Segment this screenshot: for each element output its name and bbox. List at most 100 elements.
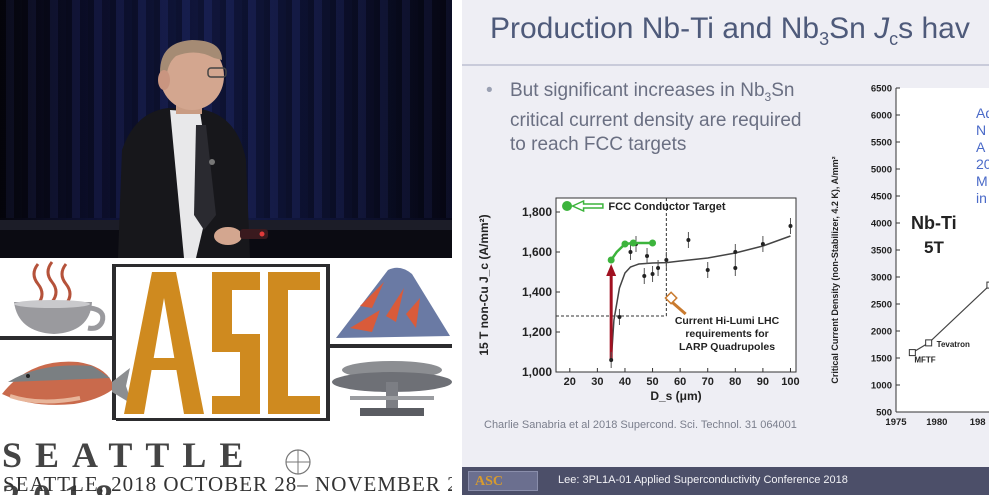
history-point xyxy=(908,349,916,357)
plot-area xyxy=(896,88,989,412)
x-tick-label: 90 xyxy=(757,376,769,388)
history-point xyxy=(986,281,989,289)
citation: Charlie Sanabria et al 2018 Supercond. S… xyxy=(484,419,797,431)
x-tick-label: 20 xyxy=(564,376,576,388)
annotation-fragment: M xyxy=(976,173,988,189)
annotation-fragment: N xyxy=(976,122,986,138)
x-tick-label: 198 xyxy=(970,417,986,428)
y-tick-label: 6500 xyxy=(871,84,892,95)
dates-text: SEATTLE, 2018 OCTOBER 28– NOVEMBER 2 xyxy=(3,472,452,495)
x-tick-label: 100 xyxy=(781,376,799,388)
fcc-target-point xyxy=(649,239,657,247)
presentation-slide: Production Nb-Ti and Nb3Sn Jcs hav • But… xyxy=(462,0,989,495)
y-tick-label: 1,200 xyxy=(522,325,552,339)
hilumi-arrowhead xyxy=(664,291,678,305)
bullet-point: • But significant increases in Nb3Sn cri… xyxy=(486,80,802,155)
improvement-arrowhead xyxy=(606,264,617,276)
speaker-figure xyxy=(118,40,268,258)
year-text: 2018 xyxy=(2,477,126,495)
y-tick-label: 2500 xyxy=(871,300,892,311)
fcc-arrow xyxy=(570,199,604,213)
data-point xyxy=(645,254,650,258)
data-point xyxy=(617,315,622,319)
annotation-fragment: 20 xyxy=(976,156,989,172)
y-tick-label: 5500 xyxy=(871,138,892,149)
data-point xyxy=(609,358,614,362)
annotation-fragment: A xyxy=(976,139,986,155)
asc-wordmark xyxy=(124,272,320,414)
slide-footer: ASC Lee: 3PL1A-01 Applied Superconductiv… xyxy=(462,467,989,495)
x-tick-label: 40 xyxy=(619,376,631,388)
y-tick-label: 4000 xyxy=(871,219,892,230)
x-tick-label: 1975 xyxy=(885,417,907,428)
bullet-dot: • xyxy=(486,80,493,101)
frame-bar xyxy=(116,264,330,267)
title-divider xyxy=(462,64,989,66)
mftf-label: MFTF xyxy=(914,356,935,365)
data-point xyxy=(788,224,793,228)
data-point xyxy=(733,266,738,270)
x-tick-label: 60 xyxy=(674,376,686,388)
footer-logo: ASC xyxy=(468,471,538,491)
frame-bar xyxy=(326,264,330,420)
y-tick-label: 3500 xyxy=(871,246,892,257)
y-tick-label: 1500 xyxy=(871,354,892,365)
footer-text: Lee: 3PL1A-01 Applied Superconductivity … xyxy=(558,474,848,486)
y-axis-label: 15 T non-Cu J_c (A/mm²) xyxy=(477,214,491,355)
x-tick-label: 1980 xyxy=(926,417,947,428)
tevatron-label: Tevatron xyxy=(937,340,970,349)
y-tick-label: 1000 xyxy=(871,381,892,392)
data-point xyxy=(686,238,691,242)
slide-title: Production Nb-Ti and Nb3Sn Jcs hav xyxy=(490,12,970,49)
field-label: 5T xyxy=(924,238,944,257)
mountain-icon xyxy=(336,267,450,338)
data-point xyxy=(705,268,710,272)
annotation-fragment: in xyxy=(976,190,987,206)
seattle-text: SEATTLE xyxy=(2,435,257,475)
y-tick-label: 500 xyxy=(876,408,892,419)
globe-icon xyxy=(278,444,322,475)
frame-bar xyxy=(0,336,116,340)
y-tick-label: 4500 xyxy=(871,192,892,203)
y-tick-label: 3000 xyxy=(871,273,892,284)
data-point xyxy=(664,258,669,262)
salmon-icon xyxy=(2,361,132,405)
y-tick-label: 1,800 xyxy=(522,205,552,219)
x-tick-label: 30 xyxy=(591,376,603,388)
fcc-target-point xyxy=(629,239,637,247)
plot-area xyxy=(555,197,797,373)
y-tick-label: 2000 xyxy=(871,327,892,338)
conference-logo: SEATTLE 2018 SEATTLE, 2018 OCTOBER 28– N… xyxy=(0,258,452,495)
annotation-fragment: Ad xyxy=(976,105,989,121)
data-point xyxy=(733,250,738,254)
hilumi-annotation: Current Hi-Lumi LHC requirements for LARP … xyxy=(675,315,780,353)
jc-vs-ds-chart: 20 30 40 50 60 70 80 90 100 1,000 1,200 1,400 1,600 1… xyxy=(477,197,800,403)
data-point xyxy=(760,242,765,246)
fcc-target-point xyxy=(621,240,629,248)
coffee-cup-icon xyxy=(14,261,106,334)
frame-bar xyxy=(112,264,116,420)
nbti-label: Nb-Ti xyxy=(911,213,957,233)
y-tick-label: 1,400 xyxy=(522,285,552,299)
fcc-annotation: FCC Conductor Target xyxy=(608,201,725,213)
data-point xyxy=(656,266,661,270)
y-tick-label: 5000 xyxy=(871,165,892,176)
space-needle-icon xyxy=(332,361,452,416)
x-tick-label: 50 xyxy=(646,376,658,388)
data-point xyxy=(642,274,647,278)
history-point xyxy=(925,339,933,347)
hilumi-arrow xyxy=(670,300,687,316)
data-point xyxy=(628,250,633,254)
fcc-target-curve xyxy=(610,241,653,261)
y-axis-label: Critical Current Density (non-Stabilizer… xyxy=(830,156,840,383)
x-axis-label: D_s (μm) xyxy=(650,389,701,403)
y-tick-label: 1,600 xyxy=(522,245,552,259)
x-tick-label: 80 xyxy=(729,376,741,388)
data-point xyxy=(650,272,655,276)
fcc-marker xyxy=(562,201,573,211)
x-tick-label: 70 xyxy=(702,376,714,388)
speaker-video[interactable] xyxy=(0,0,452,258)
seattle-wordmark: SEATTLE 2018 xyxy=(2,434,450,495)
y-tick-label: 1,000 xyxy=(522,365,552,379)
